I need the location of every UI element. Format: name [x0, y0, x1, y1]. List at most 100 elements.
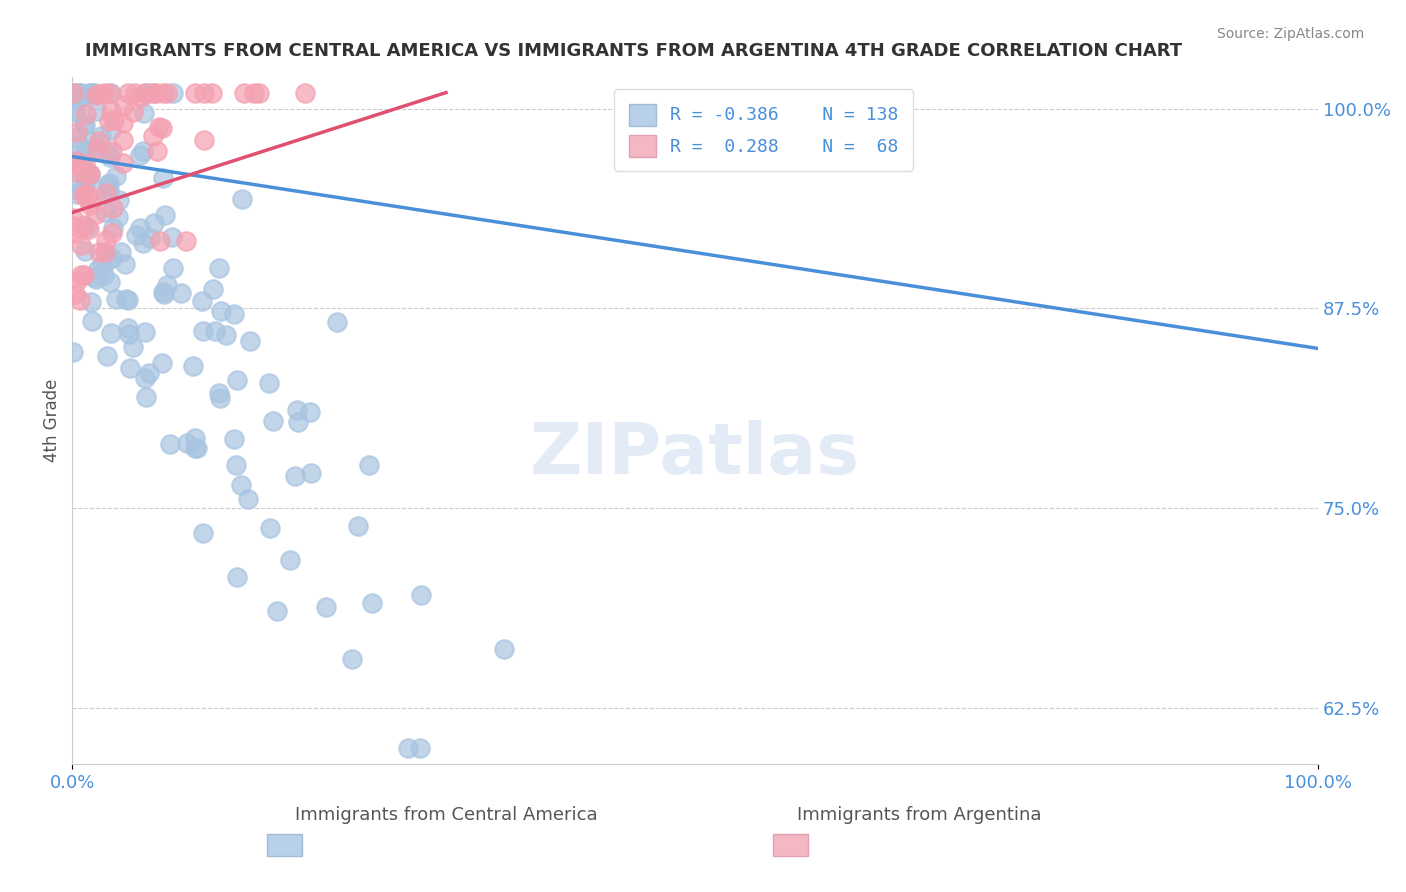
Point — [80, 294, 103, 309]
Point — [69, 160, 91, 174]
Point — [73, 156, 96, 170]
Point — [150, 356, 173, 370]
Point — [76, 188, 98, 202]
Point — [152, 285, 174, 300]
Point — [84, 207, 107, 221]
Point — [226, 373, 249, 387]
Point — [65, 226, 87, 240]
Point — [208, 386, 231, 401]
Point — [108, 194, 131, 208]
Point — [69, 293, 91, 308]
Point — [162, 260, 184, 275]
Point — [91, 259, 114, 273]
Point — [176, 235, 198, 249]
Point — [79, 167, 101, 181]
Point — [84, 271, 107, 285]
Point — [112, 116, 135, 130]
Point — [145, 144, 167, 158]
Point — [132, 145, 155, 159]
Point — [73, 188, 96, 202]
Point — [67, 137, 90, 152]
Point — [98, 150, 121, 164]
Point — [87, 245, 110, 260]
Point — [208, 260, 231, 275]
Point — [257, 376, 280, 391]
Point — [149, 235, 172, 249]
Point — [153, 287, 176, 301]
Point — [142, 129, 165, 144]
Point — [239, 334, 262, 349]
Point — [361, 596, 384, 610]
Point — [79, 167, 101, 181]
Point — [117, 293, 139, 308]
Point — [66, 165, 89, 179]
Point — [76, 145, 98, 160]
Point — [100, 123, 122, 137]
Point — [326, 315, 349, 329]
Point — [73, 186, 96, 201]
Point — [62, 211, 84, 225]
Point — [117, 327, 139, 342]
Point — [118, 360, 141, 375]
Point — [79, 222, 101, 236]
Point — [101, 144, 124, 158]
Point — [186, 442, 208, 456]
Point — [65, 154, 87, 169]
Point — [66, 187, 89, 202]
Point — [117, 321, 139, 335]
Point — [204, 324, 226, 338]
Point — [129, 147, 152, 161]
Point — [86, 104, 108, 119]
Point — [150, 121, 173, 136]
Point — [129, 90, 152, 104]
Point — [135, 390, 157, 404]
Point — [66, 86, 89, 100]
Point — [77, 86, 100, 100]
Point — [75, 107, 97, 121]
Point — [93, 268, 115, 282]
Point — [62, 345, 84, 359]
Point — [69, 184, 91, 198]
Point — [287, 415, 309, 429]
Point — [63, 287, 86, 301]
Point — [155, 208, 177, 222]
Point — [411, 588, 433, 602]
Point — [63, 103, 86, 118]
Point — [208, 391, 231, 405]
Point — [262, 414, 284, 428]
Point — [134, 371, 156, 385]
Point — [143, 86, 166, 100]
Point — [75, 119, 97, 133]
Point — [259, 521, 281, 535]
Point — [105, 292, 128, 306]
Point — [152, 86, 174, 100]
Point — [94, 233, 117, 247]
Point — [72, 117, 94, 131]
Point — [62, 90, 84, 104]
Point — [62, 86, 84, 100]
Point — [76, 219, 98, 234]
Point — [83, 86, 105, 100]
Point — [162, 230, 184, 244]
Point — [98, 114, 121, 128]
Point — [357, 458, 380, 472]
Point — [214, 328, 236, 343]
Point — [63, 219, 86, 233]
Point — [96, 254, 118, 268]
Point — [87, 183, 110, 197]
Point — [97, 178, 120, 192]
Point — [315, 600, 337, 615]
Point — [193, 133, 215, 147]
Point — [225, 458, 247, 473]
Point — [346, 518, 368, 533]
Point — [110, 244, 132, 259]
Point — [103, 220, 125, 235]
Point — [98, 86, 121, 100]
Point — [233, 86, 256, 100]
Point — [100, 86, 122, 100]
Point — [66, 274, 89, 288]
Text: ZIPatlas: ZIPatlas — [530, 420, 860, 490]
Point — [340, 652, 363, 666]
Text: IMMIGRANTS FROM CENTRAL AMERICA VS IMMIGRANTS FROM ARGENTINA 4TH GRADE CORRELATI: IMMIGRANTS FROM CENTRAL AMERICA VS IMMIG… — [84, 42, 1182, 60]
Point — [93, 244, 115, 259]
